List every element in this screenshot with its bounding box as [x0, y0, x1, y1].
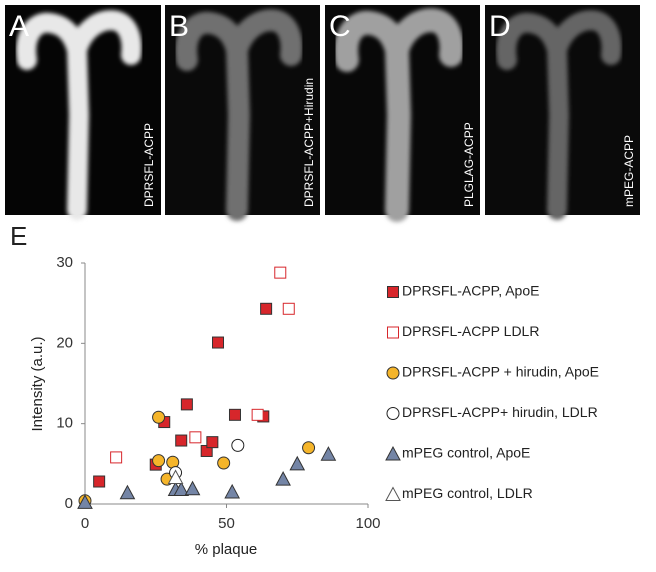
data-point — [175, 434, 188, 447]
data-point — [206, 436, 219, 449]
data-point — [110, 451, 123, 464]
panel-c — [325, 5, 480, 215]
legend-marker — [387, 326, 399, 339]
panel-caption: mPEG-ACPP — [622, 135, 636, 207]
panel-letter: D — [489, 10, 511, 43]
panel-letter: A — [9, 10, 29, 43]
data-point — [212, 336, 225, 349]
y-tick-label: 10 — [56, 415, 73, 432]
legend-marker — [386, 407, 400, 420]
panel-caption: DPRSFL-ACPP — [142, 123, 156, 207]
data-point — [180, 398, 193, 411]
legend-label: DPRSFL-ACPP + hirudin, ApoE — [402, 364, 599, 380]
y-tick-label: 20 — [56, 334, 73, 351]
data-point — [93, 475, 106, 488]
data-point — [119, 484, 136, 500]
panel-letter: C — [329, 10, 351, 43]
legend-marker — [386, 366, 400, 380]
legend-marker — [385, 445, 401, 461]
data-point — [260, 302, 273, 315]
data-point — [167, 469, 184, 484]
data-point — [228, 408, 241, 421]
panel-caption: DPRSFL-ACPP+Hirudin — [302, 78, 316, 207]
x-tick-label: 0 — [81, 515, 89, 532]
x-axis-label: % plaque — [195, 541, 258, 558]
panel-letter: B — [169, 10, 189, 43]
legend-label: DPRSFL-ACPP+ hirudin, LDLR — [402, 404, 598, 420]
data-point — [320, 446, 337, 461]
data-point — [224, 483, 240, 499]
x-tick-label: 50 — [218, 515, 235, 532]
legend-marker — [385, 486, 401, 501]
data-point — [152, 454, 166, 468]
data-point — [77, 494, 93, 509]
data-point — [231, 438, 245, 452]
panel-a — [5, 5, 161, 215]
y-tick-label: 30 — [56, 254, 73, 271]
legend-marker — [387, 286, 399, 298]
data-point — [274, 266, 287, 279]
panel-b — [165, 5, 320, 215]
legend-label: DPRSFL-ACPP, ApoE — [402, 283, 539, 299]
data-point — [289, 455, 306, 471]
data-point — [152, 410, 166, 424]
y-axis-label: Intensity (a.u.) — [29, 336, 46, 431]
legend: DPRSFL-ACPP, ApoE DPRSFL-ACPP LDLR DPRSFL-… — [385, 283, 599, 501]
data-point — [302, 441, 316, 455]
legend-label: DPRSFL-ACPP LDLR — [402, 323, 539, 339]
panel-caption: PLGLAG-ACPP — [462, 122, 476, 207]
data-point — [282, 302, 295, 315]
data-point — [189, 431, 202, 444]
data-point — [275, 471, 291, 486]
x-tick-label: 100 — [355, 515, 380, 532]
panel-d — [485, 5, 640, 215]
panel-letter: E — [10, 221, 27, 251]
data-point — [251, 408, 264, 421]
legend-label: mPEG control, LDLR — [402, 485, 533, 501]
data-point — [217, 456, 231, 470]
y-tick-label: 0 — [65, 495, 73, 512]
data-point — [173, 481, 190, 497]
legend-label: mPEG control, ApoE — [402, 445, 530, 461]
panel-texts: A DPRSFL-ACPP B DPRSFL-ACPP+Hirudin C PLGLAG-… — [9, 10, 636, 207]
data-point — [184, 480, 201, 496]
